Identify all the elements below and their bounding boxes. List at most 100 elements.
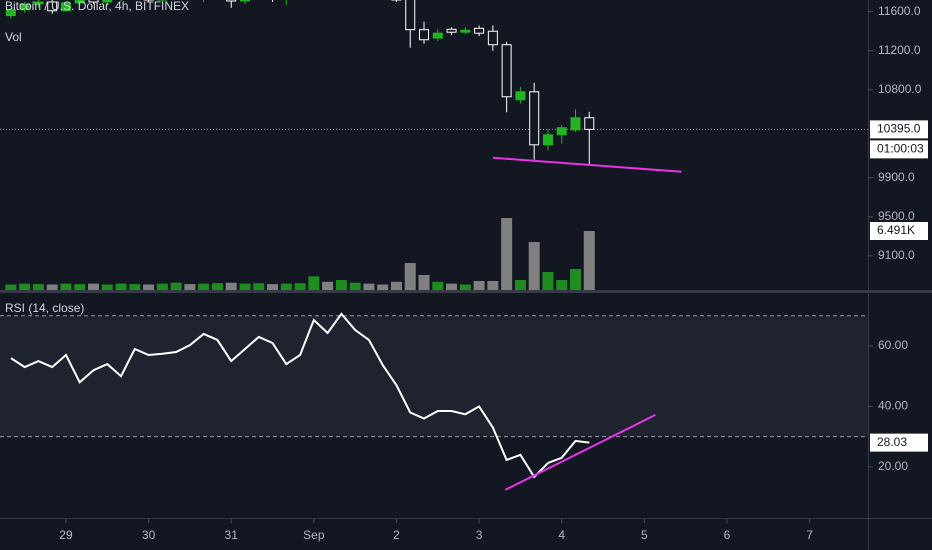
volume-bar [267, 284, 279, 290]
volume-bar [514, 280, 526, 290]
volume-bar [377, 284, 389, 290]
volume-bar [46, 284, 58, 290]
candle-body [47, 1, 58, 12]
candle-body [501, 44, 512, 98]
x-tick-label: 31 [225, 528, 239, 542]
volume-bar [239, 283, 251, 290]
volume-bar [184, 284, 196, 290]
candle-body [515, 91, 526, 101]
x-tick-label: 30 [142, 528, 156, 542]
rsi-tick-label: 40.00 [878, 399, 908, 413]
candle-body [102, 0, 113, 3]
candle-body [556, 127, 567, 136]
volume-bar [459, 284, 471, 290]
x-tick-label: 6 [724, 528, 731, 542]
candle-body [405, 0, 416, 31]
volume-last-label: 6.491K [877, 223, 915, 237]
volume-bar [280, 283, 292, 290]
volume-bar [198, 283, 210, 290]
volume-bar [335, 280, 347, 290]
volume-last-box [870, 221, 928, 240]
candle-body [60, 2, 71, 12]
volume-bar [446, 283, 458, 290]
y-tick-label: 9500.0 [878, 209, 915, 223]
candle-body [584, 117, 595, 130]
rsi-tick-label: 60.00 [878, 338, 908, 352]
volume-bar [211, 283, 223, 290]
volume-bar [432, 281, 444, 290]
trend-line [492, 156, 682, 173]
candle-body [419, 29, 430, 41]
volume-bar [487, 281, 499, 290]
plot [0, 0, 868, 491]
volume-bar [542, 272, 554, 290]
rsi-band [0, 315, 868, 437]
candle-body [226, 0, 237, 2]
y-tick-label: 9100.0 [878, 248, 915, 262]
x-tick-label: 3 [476, 528, 483, 542]
x-tick-label: 4 [558, 528, 565, 542]
candle-body [432, 32, 443, 39]
volume-bar [349, 282, 361, 290]
rsi-last-label: 28.03 [877, 435, 907, 449]
y-tick-label: 9900.0 [878, 170, 915, 184]
volume-bar [74, 284, 86, 290]
y-tick-label: 11600.0 [878, 4, 921, 18]
volume-bar [294, 283, 306, 290]
volume-bar [418, 275, 430, 290]
candle-body [88, 0, 99, 3]
volume-bar [583, 230, 595, 290]
volume-bar [129, 284, 141, 290]
candle-body [19, 3, 30, 11]
volume-title: Vol [5, 30, 22, 44]
volume-bar [308, 276, 320, 290]
rsi-line [10, 312, 590, 479]
x-tick-label: 5 [641, 528, 648, 542]
candle-body [487, 30, 498, 46]
volume-bar [390, 281, 402, 290]
rsi-tick-label: 20.00 [878, 459, 908, 473]
candle-body [33, 1, 44, 5]
y-tick-label: 10800.0 [878, 82, 922, 96]
candle-body [5, 9, 16, 17]
volume-bar [404, 263, 416, 290]
y-tick-label: 11200.0 [878, 43, 921, 57]
volume-bar [32, 284, 44, 290]
volume-bar [556, 280, 568, 290]
candle-body [460, 29, 471, 33]
volume-bar [225, 282, 237, 290]
volume-bar [501, 218, 513, 290]
candle-body [542, 134, 553, 146]
x-tick-label: 7 [806, 528, 813, 542]
rsi-title: RSI (14, close) [5, 301, 84, 315]
candle-body [570, 117, 581, 131]
volume-bar [473, 281, 485, 290]
rsi-trend-line [504, 414, 656, 491]
x-tick-label: 2 [393, 528, 400, 542]
volume-bar [101, 284, 113, 290]
candle-body [446, 28, 457, 33]
volume-bar [170, 282, 182, 290]
volume-bar [115, 283, 127, 290]
candle-body [529, 91, 540, 146]
countdown-box [870, 140, 928, 159]
rsi-last-box [870, 433, 928, 452]
countdown-label: 01:00:03 [877, 142, 924, 156]
volume-bar [156, 283, 168, 290]
volume-bar [253, 283, 265, 290]
candle-body [474, 27, 485, 34]
x-tick-label: Sep [303, 528, 325, 542]
last-price-box [870, 120, 928, 139]
volume-bar [322, 281, 334, 290]
volume-bar [5, 284, 17, 290]
candle-body [74, 0, 85, 4]
volume-bar [528, 242, 540, 290]
candle-body [239, 0, 250, 2]
volume-bar [569, 269, 581, 290]
volume-bar [88, 283, 100, 290]
volume-bar [363, 283, 375, 290]
last-price-label: 10395.0 [877, 122, 921, 136]
